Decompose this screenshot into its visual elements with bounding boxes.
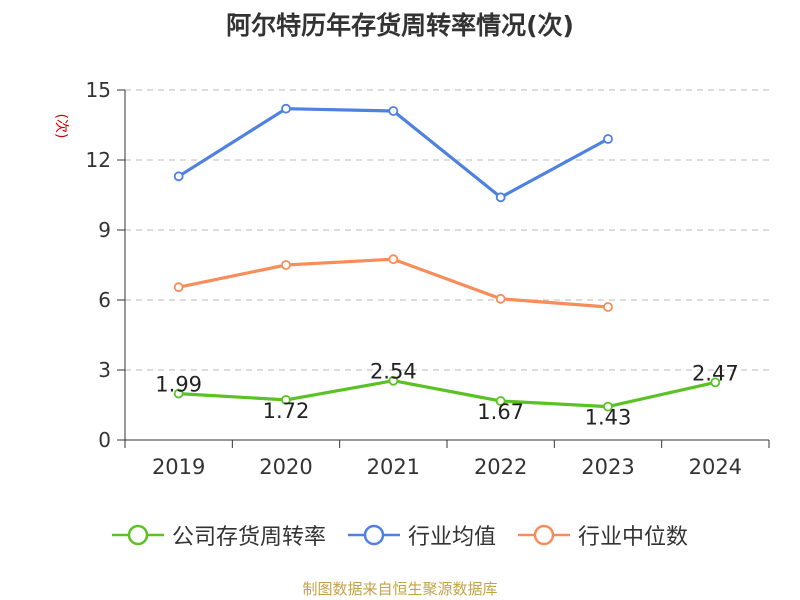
data-point <box>495 192 506 203</box>
x-tick-label: 2019 <box>152 455 205 479</box>
data-point <box>603 134 613 144</box>
y-tick-label: 0 <box>98 428 111 452</box>
data-point <box>173 282 184 293</box>
data-point <box>281 103 291 114</box>
data-point <box>173 388 184 399</box>
series <box>173 103 721 412</box>
legend-item: 行业中位数 <box>518 519 688 551</box>
legend-label: 公司存货周转率 <box>171 525 326 550</box>
data-point <box>603 302 613 312</box>
legend-item: 行业均值 <box>347 519 496 551</box>
y-tick-label: 9 <box>98 218 111 242</box>
x-tick-label: 2021 <box>367 455 420 479</box>
chart-title: 阿尔特历年存货周转率情况(次) <box>226 11 574 40</box>
y-tick-label: 15 <box>86 78 111 102</box>
y-tick-label: 3 <box>98 358 111 382</box>
y-tick-label: 6 <box>98 288 111 312</box>
data-point <box>495 293 506 304</box>
data-point <box>495 396 506 406</box>
data-point <box>603 401 613 412</box>
data-point <box>281 394 291 405</box>
grid-lines <box>125 89 769 371</box>
data-label: 1.72 <box>263 399 310 423</box>
data-point <box>710 377 721 388</box>
data-point <box>388 375 399 386</box>
data-label: 2.54 <box>370 360 417 384</box>
legend-label: 行业均值 <box>407 525 496 550</box>
data-label: 1.67 <box>477 400 524 424</box>
data-label: 1.43 <box>585 406 632 430</box>
x-tick-label: 2023 <box>581 455 634 479</box>
legend-swatch <box>518 524 570 546</box>
series-line <box>177 379 717 409</box>
x-tick-label: 2024 <box>689 455 742 479</box>
legend-item: 公司存货周转率 <box>111 519 326 551</box>
data-point <box>281 260 291 270</box>
legend-swatch <box>111 524 164 546</box>
x-tick-label: 2022 <box>474 455 527 479</box>
x-tick-label: 2020 <box>259 455 312 479</box>
series-line <box>177 107 610 199</box>
data-label: 2.47 <box>692 361 739 385</box>
legend: 公司存货周转率 行业均值 行业中位数 <box>0 519 800 551</box>
legend-label: 行业中位数 <box>578 525 689 550</box>
legend-swatch <box>347 524 400 546</box>
data-point <box>388 254 399 265</box>
data-point <box>173 171 184 182</box>
data-label: 1.99 <box>155 373 202 397</box>
data-labels: 1.99 1.72 2.54 1.67 1.43 2.47 <box>155 360 738 430</box>
data-point <box>388 106 399 116</box>
y-tick-label: 12 <box>86 148 111 172</box>
axes: 0 3 6 9 12 15 2019 2020 2021 2022 2023 2024 <box>86 78 770 479</box>
y-axis-label: (次) <box>53 114 69 139</box>
source-note: 制图数据来自恒生聚源数据库 <box>302 580 498 598</box>
